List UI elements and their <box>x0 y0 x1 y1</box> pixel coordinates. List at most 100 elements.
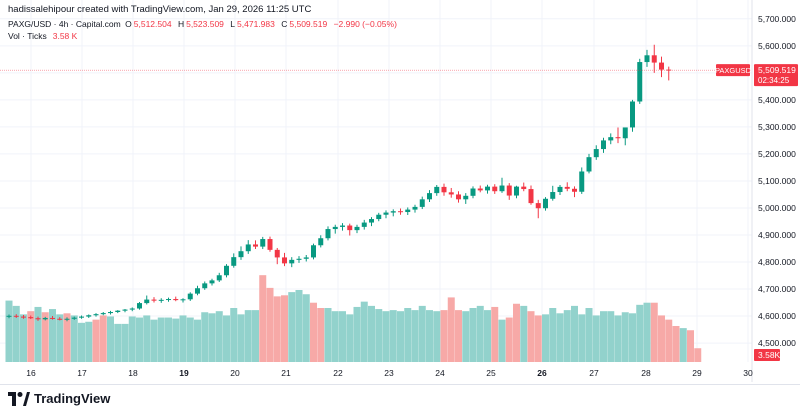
volume-bar <box>295 290 303 362</box>
volume-bar <box>440 310 448 362</box>
candle-body <box>224 265 229 276</box>
time-axis-label: 28 <box>641 368 651 378</box>
volume-bar <box>208 313 216 362</box>
candle-body <box>137 303 142 309</box>
volume-bar <box>426 310 433 362</box>
candle-body <box>202 283 208 289</box>
volume-bar <box>513 303 520 362</box>
candle-body <box>564 186 570 189</box>
price-chart[interactable]: 5,700.0005,600.0005,500.0005,400.0005,30… <box>0 0 800 384</box>
volume-bar <box>368 305 375 362</box>
time-axis-label: 23 <box>384 368 394 378</box>
candle-body <box>115 310 121 313</box>
volume-bar <box>172 318 180 362</box>
volume-bar <box>382 311 390 362</box>
time-axis-label: 18 <box>128 368 138 378</box>
time-axis-label: 26 <box>537 368 547 378</box>
volume-bar <box>462 311 470 362</box>
candle-body <box>289 259 295 264</box>
candle-body <box>463 195 469 200</box>
time-axis-label: 25 <box>486 368 496 378</box>
candle-body <box>543 198 548 209</box>
candle-body <box>282 257 287 264</box>
candle-body <box>514 186 519 196</box>
candle-body <box>64 318 70 320</box>
candle-body <box>122 309 128 311</box>
price-axis-label: 5,200.000 <box>758 149 796 159</box>
volume-bar <box>679 328 687 362</box>
volume-bar <box>411 310 419 362</box>
volume-label[interactable]: Vol · Ticks <box>8 31 47 41</box>
candle-body <box>434 186 440 194</box>
volume-bar <box>49 309 56 362</box>
volume-bar <box>136 317 143 362</box>
volume-bar <box>27 311 35 362</box>
volume-bar <box>455 310 462 362</box>
volume-bar <box>331 311 339 362</box>
candle-body <box>644 55 650 63</box>
symbol-label[interactable]: PAXG/USD · 4h · Capital.com <box>8 19 121 29</box>
volume-bar <box>237 314 245 362</box>
candle-body <box>100 313 106 315</box>
candle-body <box>216 275 222 281</box>
volume-bar <box>694 348 702 362</box>
candle-body <box>238 251 244 258</box>
candle-body <box>21 316 26 318</box>
candle-body <box>579 171 585 192</box>
candle-body <box>572 188 577 192</box>
volume-bar <box>418 305 426 362</box>
volume-bar <box>353 306 361 362</box>
volume-bar <box>179 315 187 362</box>
candle-body <box>354 226 360 231</box>
candle-body <box>405 209 411 213</box>
volume-bar <box>650 302 658 362</box>
price-axis-label: 5,000.000 <box>758 203 796 213</box>
volume-bar <box>592 315 600 362</box>
time-axis-label: 21 <box>281 368 291 378</box>
volume-bar <box>643 302 651 362</box>
candle-body <box>651 55 657 63</box>
candle-body <box>57 318 63 320</box>
price-tag-box <box>754 64 798 87</box>
volume-bar <box>491 306 499 362</box>
candlesticks <box>6 44 672 322</box>
candle-body <box>535 203 541 209</box>
time-axis-label: 27 <box>589 368 599 378</box>
candle-body <box>383 212 389 215</box>
close-label: C <box>281 19 288 29</box>
volume-bar <box>107 316 114 362</box>
volume-bar <box>20 314 27 362</box>
price-axis-label: 4,700.000 <box>758 284 796 294</box>
tradingview-logo[interactable]: TradingView <box>8 391 110 406</box>
volume-bar <box>273 296 281 362</box>
time-axis: 16 17 18 19 20 21 22 23 24 25 26 27 28 29 30 <box>26 368 753 378</box>
candle-body <box>637 62 643 102</box>
volume-bar <box>194 319 201 362</box>
volume-bar <box>150 319 158 362</box>
volume-value: 3.58 K <box>52 31 78 41</box>
volume-bar <box>165 317 172 362</box>
volume-bar <box>498 319 506 362</box>
candle-body <box>187 293 193 300</box>
volume-bar <box>484 310 491 362</box>
volume-bar <box>85 321 93 362</box>
volume-legend: Vol · Ticks 3.58 K <box>8 31 77 41</box>
candle-body <box>477 188 483 191</box>
symbol-tag: PAXGUSD <box>715 66 752 75</box>
volume-bar <box>672 326 680 362</box>
price-axis-label: 4,500.000 <box>758 338 796 348</box>
volume-bar <box>324 308 332 362</box>
volume-bar <box>563 310 571 362</box>
volume-bar <box>121 323 129 362</box>
candle-body <box>521 186 527 190</box>
candle-body <box>659 62 664 70</box>
volume-bar <box>607 311 615 362</box>
candle-body <box>253 244 258 247</box>
volume-bar <box>585 308 593 362</box>
volume-bar <box>687 330 694 362</box>
candle-body <box>42 317 48 320</box>
candle-body <box>499 185 505 192</box>
ohlc-legend: PAXG/USD · 4h · Capital.com O 5,512.504 H… <box>8 19 397 29</box>
volume-bar <box>433 311 441 362</box>
